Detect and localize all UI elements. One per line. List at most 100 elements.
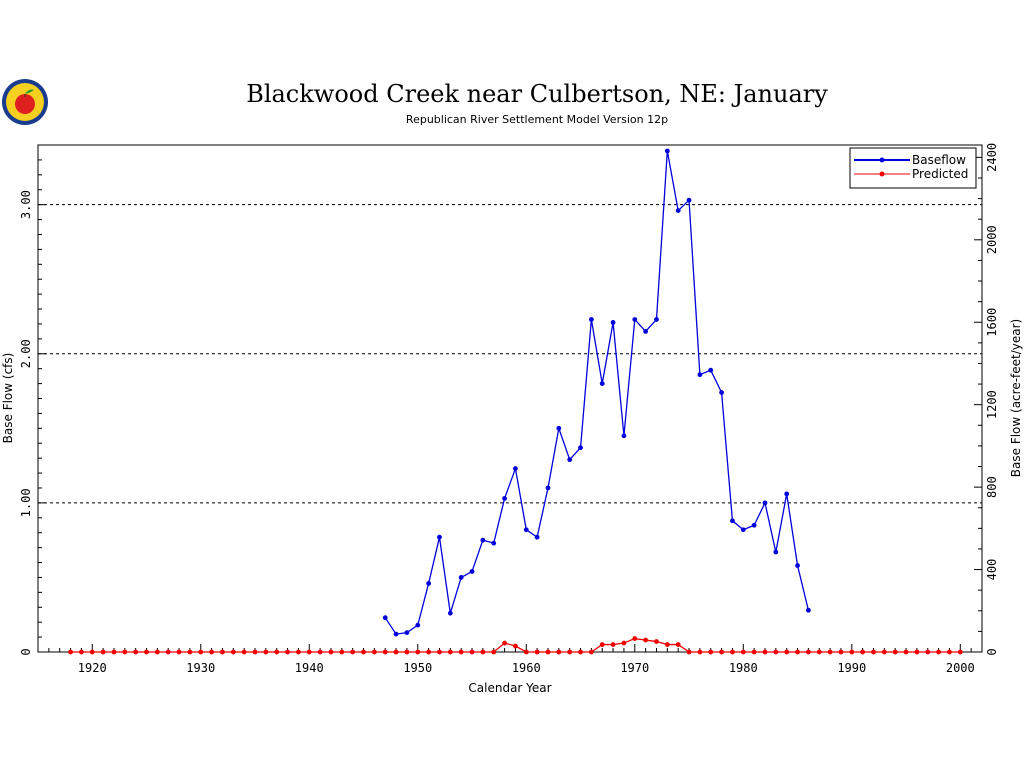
- data-point-predicted: [68, 649, 73, 655]
- data-point-predicted: [914, 649, 920, 655]
- data-point-predicted: [111, 649, 117, 655]
- data-point-predicted: [957, 649, 963, 655]
- data-point-predicted: [838, 649, 844, 655]
- series-layer: [68, 148, 963, 655]
- data-point-baseflow: [795, 563, 800, 568]
- data-point-predicted: [79, 649, 84, 655]
- plot-frame: [37, 144, 983, 653]
- series-predicted: [68, 636, 963, 655]
- data-point-predicted: [209, 649, 215, 655]
- data-point-baseflow: [404, 630, 410, 636]
- data-point-predicted: [816, 649, 822, 655]
- data-point-predicted: [328, 649, 334, 655]
- x-tick-label: 1990: [837, 661, 866, 675]
- data-point-baseflow: [556, 425, 562, 431]
- legend-marker-predicted: [879, 171, 885, 177]
- data-point-baseflow: [621, 433, 627, 439]
- data-point-predicted: [285, 649, 290, 655]
- x-tick-label: 1970: [620, 661, 649, 675]
- data-point-predicted: [361, 649, 366, 655]
- x-axis: 1920 1930 1940 1950 1960 1970 1980 1990 2000: [37, 644, 983, 675]
- data-point-baseflow: [740, 527, 746, 533]
- data-point-predicted: [437, 649, 442, 655]
- data-point-baseflow: [805, 607, 811, 613]
- data-point-baseflow: [480, 537, 486, 543]
- data-point-predicted: [502, 640, 507, 646]
- data-point-baseflow: [578, 445, 583, 451]
- data-point-predicted: [393, 649, 399, 655]
- y2-tick-label: 0: [985, 648, 999, 655]
- data-point-baseflow: [491, 540, 497, 546]
- data-point-baseflow: [773, 549, 779, 555]
- data-point-predicted: [263, 649, 269, 655]
- data-point-predicted: [382, 649, 388, 655]
- x-tick-label: 2000: [946, 661, 975, 675]
- data-point-predicted: [350, 649, 356, 655]
- data-point-predicted: [317, 649, 323, 655]
- data-point-predicted: [697, 649, 703, 655]
- data-point-predicted: [296, 649, 301, 655]
- chart-title: Blackwood Creek near Culbertson, NE: Jan…: [246, 80, 828, 108]
- y-tick-label: 1.00: [19, 488, 33, 517]
- data-point-predicted: [784, 649, 790, 655]
- series-line-baseflow: [384, 150, 810, 635]
- y-tick-label: 0: [19, 648, 33, 655]
- data-point-predicted: [860, 649, 866, 655]
- data-point-baseflow: [784, 491, 790, 497]
- data-point-baseflow: [664, 148, 670, 154]
- data-point-baseflow: [502, 496, 507, 501]
- data-point-predicted: [621, 640, 627, 646]
- data-point-predicted: [936, 649, 941, 655]
- series-baseflow: [382, 148, 811, 637]
- data-point-baseflow: [719, 390, 724, 395]
- data-point-predicted: [730, 649, 735, 655]
- data-point-predicted: [925, 649, 931, 655]
- data-point-predicted: [664, 642, 670, 647]
- legend-label-baseflow: Baseflow: [912, 153, 966, 167]
- y2-axis-label: Base Flow (acre-feet/year): [1009, 319, 1023, 477]
- data-point-baseflow: [751, 522, 757, 528]
- data-point-predicted: [534, 649, 540, 655]
- data-point-predicted: [892, 649, 898, 655]
- data-point-predicted: [133, 649, 139, 655]
- data-point-predicted: [491, 649, 497, 655]
- data-point-baseflow: [523, 527, 529, 533]
- data-point-predicted: [339, 649, 345, 655]
- data-point-predicted: [447, 649, 453, 655]
- chart-subtitle: Republican River Settlement Model Versio…: [406, 113, 668, 126]
- data-point-baseflow: [458, 575, 464, 580]
- x-tick-label: 1920: [78, 661, 107, 675]
- legend-marker-baseflow: [879, 157, 885, 163]
- data-point-predicted: [849, 649, 855, 655]
- data-point-baseflow: [513, 466, 518, 471]
- data-point-predicted: [306, 649, 312, 655]
- data-point-baseflow: [599, 381, 605, 386]
- data-point-predicted: [100, 649, 106, 655]
- data-point-baseflow: [567, 457, 573, 463]
- data-point-predicted: [578, 649, 583, 655]
- y-tick-label: 2.00: [19, 339, 33, 368]
- data-point-baseflow: [545, 485, 551, 491]
- data-point-predicted: [556, 649, 562, 655]
- data-point-predicted: [426, 649, 432, 655]
- x-tick-label: 1950: [403, 661, 432, 675]
- data-point-baseflow: [469, 569, 475, 574]
- data-point-predicted: [404, 649, 410, 655]
- x-tick-label: 1980: [729, 661, 758, 675]
- data-point-predicted: [230, 649, 236, 655]
- data-point-baseflow: [708, 367, 714, 373]
- y-axis-label: Base Flow (cfs): [1, 353, 15, 444]
- data-point-predicted: [686, 649, 692, 655]
- legend-label-predicted: Predicted: [912, 167, 968, 181]
- data-point-predicted: [89, 649, 95, 655]
- data-point-predicted: [480, 649, 486, 655]
- data-point-predicted: [773, 649, 779, 655]
- x-tick-label: 1940: [295, 661, 324, 675]
- data-point-predicted: [513, 643, 518, 649]
- data-point-predicted: [827, 649, 833, 655]
- data-point-predicted: [415, 649, 421, 655]
- y-axis-right: 0 400 800 1200 1600 2000 2400: [974, 143, 999, 656]
- x-axis-label: Calendar Year: [468, 681, 551, 695]
- data-point-predicted: [588, 649, 594, 655]
